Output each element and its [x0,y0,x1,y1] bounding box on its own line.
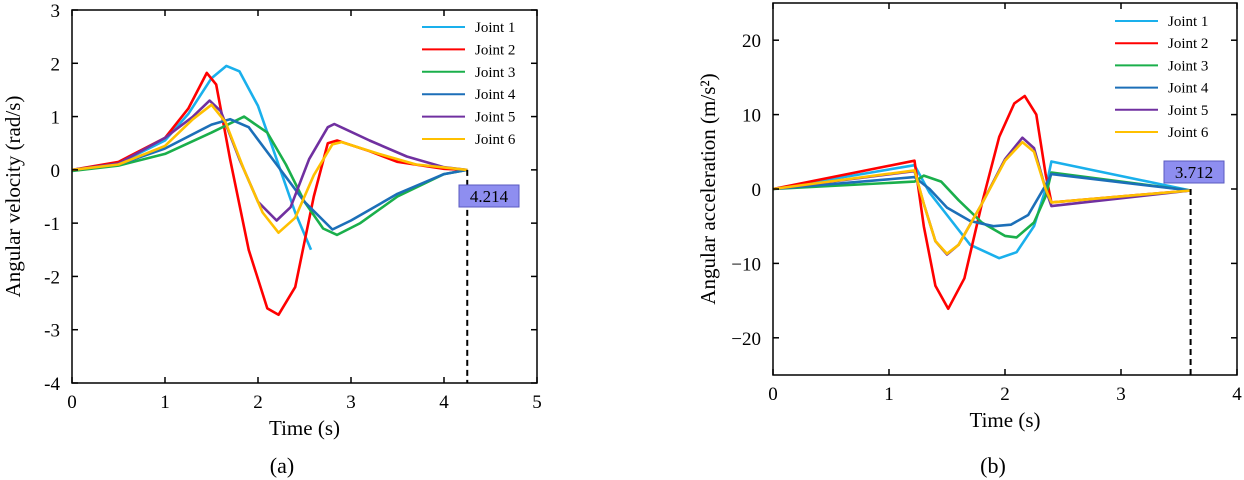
chart-a: 4.214 0 1 2 3 4 5 -4 -3 -2 -1 0 1 2 3 Time (s) Angular v… [1,1,542,478]
axes-frame [71,9,538,384]
y-tick-label: −10 [731,254,761,275]
series-line-joint-4 [772,172,1191,228]
y-tick-label: -2 [44,267,60,288]
x-tick-label: 2 [253,392,263,413]
annotation-label: 4.214 [470,187,509,206]
x-tick-label: 4 [439,392,449,413]
series-line-joint-6 [772,140,1191,255]
y-tick-label: 1 [51,108,61,129]
series-line-joint-2 [71,71,468,317]
x-axis-label: Time (s) [970,408,1041,432]
legend-label-joint-5: Joint 5 [475,110,515,126]
chart-b: 3.712 0 1 2 3 4 −20 −10 0 10 20 Time (s) Angular acc… [696,2,1242,478]
series-line-joint-2 [772,94,1191,311]
y-tick-label: 10 [742,106,761,127]
x-tick-label: 0 [768,384,778,405]
series-line-joint-6 [71,103,468,234]
series-line-joint-3 [71,115,468,237]
y-tick-label: 2 [51,54,61,75]
legend-label-joint-4: Joint 4 [1168,81,1209,97]
legend-label-joint-2: Joint 2 [475,42,515,58]
legend-label-joint-6: Joint 6 [1168,125,1209,141]
legend-label-joint-5: Joint 5 [1168,103,1208,119]
legend-label-joint-3: Joint 3 [1168,58,1208,74]
y-tick-label: 3 [51,1,61,22]
annotation-box [1163,160,1225,184]
y-tick-label: 20 [742,31,761,52]
series-line-joint-4 [71,117,468,231]
figure-caption: (a) [270,453,294,478]
x-tick-label: 3 [1116,384,1126,405]
series-line-joint-1 [71,64,313,251]
y-tick-label: 0 [752,180,762,201]
legend-label-joint-3: Joint 3 [475,65,515,81]
annotation-box [458,184,520,208]
x-tick-label: 0 [67,392,77,413]
legend-label-joint-6: Joint 6 [475,132,516,148]
x-axis-label: Time (s) [269,416,340,440]
y-axis-label: Angular velocity (rad/s) [1,96,25,298]
annotation-label: 3.712 [1175,163,1213,182]
series-line-joint-5 [71,99,468,222]
x-tick-label: 1 [160,392,170,413]
x-tick-label: 1 [884,384,894,405]
legend-label-joint-1: Joint 1 [475,20,515,36]
legend-label-joint-1: Joint 1 [1168,14,1208,30]
y-tick-label: -3 [44,321,60,342]
x-tick-label: 3 [346,392,356,413]
legend-label-joint-2: Joint 2 [1168,36,1208,52]
x-tick-label: 5 [532,392,542,413]
y-tick-label: −20 [731,329,761,350]
y-axis-label: Angular acceleration (m/s²) [696,73,720,304]
legend-label-joint-4: Joint 4 [475,87,516,103]
y-tick-label: 0 [51,161,61,182]
y-tick-label: -1 [44,214,60,235]
y-tick-label: -4 [44,374,60,395]
x-tick-label: 2 [1000,384,1010,405]
figure-caption: (b) [980,453,1006,478]
x-tick-label: 4 [1232,384,1242,405]
